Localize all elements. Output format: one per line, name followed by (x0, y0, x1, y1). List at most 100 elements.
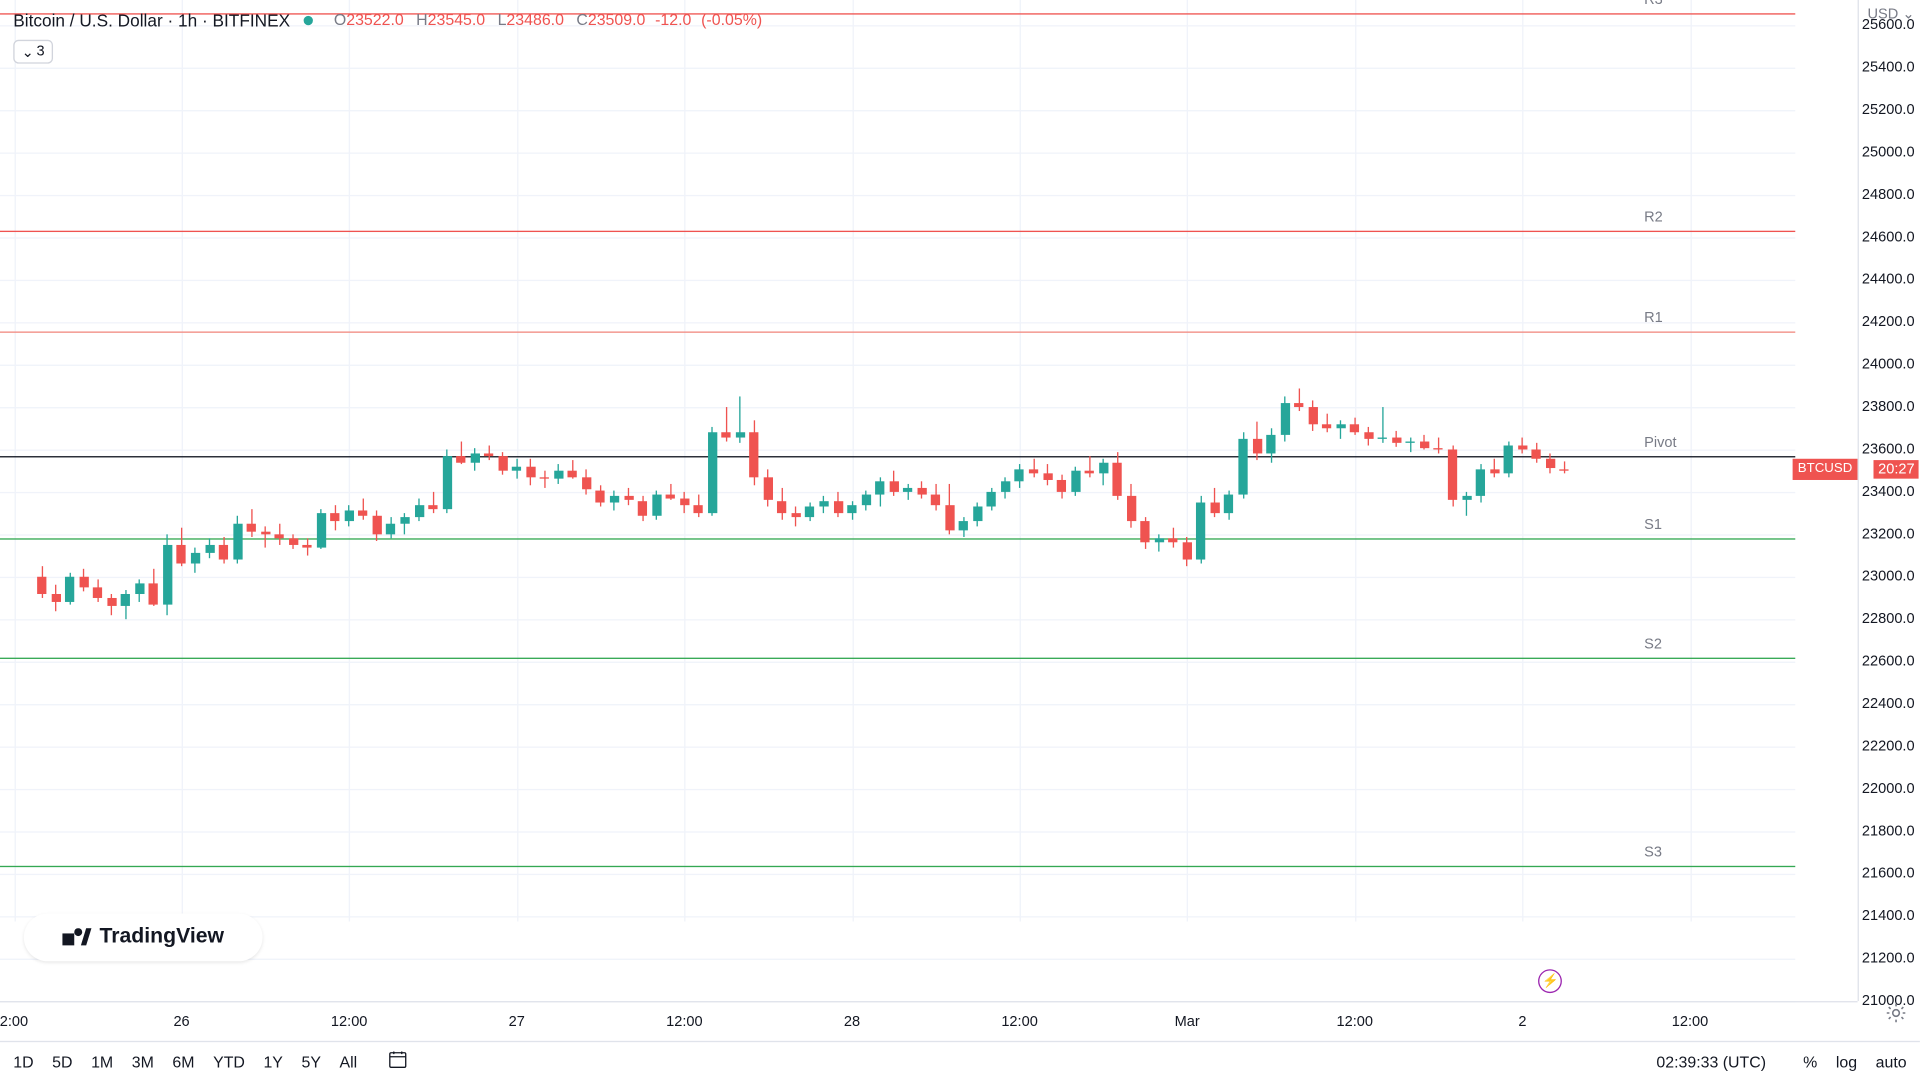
bottom-toolbar: 1D 5D 1M 3M 6M YTD 1Y 5Y All 02:39:33 (UTC) % log… (0, 1041, 1920, 1081)
y-tick: 23800.0 (1862, 399, 1915, 415)
candle (889, 0, 898, 1001)
gridline-v (1690, 0, 1691, 922)
y-tick: 23600.0 (1862, 442, 1915, 458)
candle (987, 0, 996, 1001)
time-axis[interactable]: 2:002612:002712:002812:00Mar12:00212:00 (0, 1001, 1858, 1041)
candle (1141, 0, 1150, 1001)
candle (428, 0, 437, 1001)
candle (819, 0, 828, 1001)
pivot-label: S2 (1644, 636, 1662, 652)
tf-5d[interactable]: 5D (52, 1052, 72, 1071)
y-tick: 24800.0 (1862, 187, 1915, 203)
candle (861, 0, 870, 1001)
candle (386, 0, 395, 1001)
candle (414, 0, 423, 1001)
y-tick: 22000.0 (1862, 781, 1915, 797)
gridline-v (14, 0, 15, 922)
candle (959, 0, 968, 1001)
candle (875, 0, 884, 1001)
candle (358, 0, 367, 1001)
candle (1029, 0, 1038, 1001)
candle (1127, 0, 1136, 1001)
candle (1210, 0, 1219, 1001)
pivot-label: S1 (1644, 517, 1662, 533)
candle (37, 0, 46, 1001)
tf-1m[interactable]: 1M (91, 1052, 113, 1071)
candle (1294, 0, 1303, 1001)
candle (456, 0, 465, 1001)
candle (791, 0, 800, 1001)
candle (1183, 0, 1192, 1001)
tf-1d[interactable]: 1D (13, 1052, 33, 1071)
candle (177, 0, 186, 1001)
chart-canvas[interactable]: R3R2R1PivotS1S2S3BTCUSD⚡ (0, 0, 1858, 1001)
scale-%[interactable]: % (1803, 1052, 1817, 1071)
tf-5y[interactable]: 5Y (301, 1052, 320, 1071)
candle (512, 0, 521, 1001)
candle (1336, 0, 1345, 1001)
candle (65, 0, 74, 1001)
settings-icon[interactable] (1885, 1002, 1906, 1030)
y-tick: 23400.0 (1862, 484, 1915, 500)
candle (680, 0, 689, 1001)
calendar-icon[interactable] (389, 1050, 408, 1073)
candle (1001, 0, 1010, 1001)
status-dot (303, 15, 312, 24)
y-tick: 22600.0 (1862, 654, 1915, 670)
tf-1y[interactable]: 1Y (263, 1052, 282, 1071)
candle (847, 0, 856, 1001)
candle (736, 0, 745, 1001)
candle (121, 0, 130, 1001)
candle (526, 0, 535, 1001)
symbol-title[interactable]: Bitcoin / U.S. Dollar · 1h · BITFINEX (13, 10, 290, 30)
y-tick: 22200.0 (1862, 739, 1915, 755)
candle (51, 0, 60, 1001)
x-tick: 12:00 (1001, 1014, 1038, 1030)
candle (163, 0, 172, 1001)
pivot-label: R1 (1644, 310, 1663, 326)
candle (1252, 0, 1261, 1001)
candle (1560, 0, 1569, 1001)
tf-3m[interactable]: 3M (132, 1052, 154, 1071)
candle (610, 0, 619, 1001)
y-tick: 24400.0 (1862, 272, 1915, 288)
candle (1238, 0, 1247, 1001)
clock-label[interactable]: 02:39:33 (UTC) (1656, 1052, 1766, 1071)
candle (1434, 0, 1443, 1001)
x-tick: 12:00 (666, 1014, 703, 1030)
candle (917, 0, 926, 1001)
candle (568, 0, 577, 1001)
candle (1350, 0, 1359, 1001)
candle (554, 0, 563, 1001)
candle (1155, 0, 1164, 1001)
tf-ytd[interactable]: YTD (213, 1052, 245, 1071)
candle (498, 0, 507, 1001)
candle (596, 0, 605, 1001)
tf-6m[interactable]: 6M (172, 1052, 194, 1071)
candle (638, 0, 647, 1001)
price-axis[interactable]: USD ⌄ 21000.021200.021400.021600.021800.… (1858, 0, 1920, 1001)
tf-all[interactable]: All (340, 1052, 358, 1071)
candle (442, 0, 451, 1001)
candle (400, 0, 409, 1001)
candle (107, 0, 116, 1001)
candle (261, 0, 270, 1001)
candle (1071, 0, 1080, 1001)
candle (1169, 0, 1178, 1001)
candle (345, 0, 354, 1001)
y-tick: 25000.0 (1862, 145, 1915, 161)
candle (833, 0, 842, 1001)
scale-auto[interactable]: auto (1876, 1052, 1907, 1071)
candle (722, 0, 731, 1001)
candle (372, 0, 381, 1001)
scale-log[interactable]: log (1836, 1052, 1857, 1071)
y-tick: 21800.0 (1862, 823, 1915, 839)
indicator-dropdown[interactable]: ⌄ 3 (13, 40, 53, 64)
candle (191, 0, 200, 1001)
candle (1224, 0, 1233, 1001)
x-tick: Mar (1175, 1014, 1200, 1030)
y-tick: 21400.0 (1862, 908, 1915, 924)
candle (1420, 0, 1429, 1001)
tradingview-logo[interactable]: TradingView (24, 914, 263, 962)
x-tick: 12:00 (1672, 1014, 1709, 1030)
